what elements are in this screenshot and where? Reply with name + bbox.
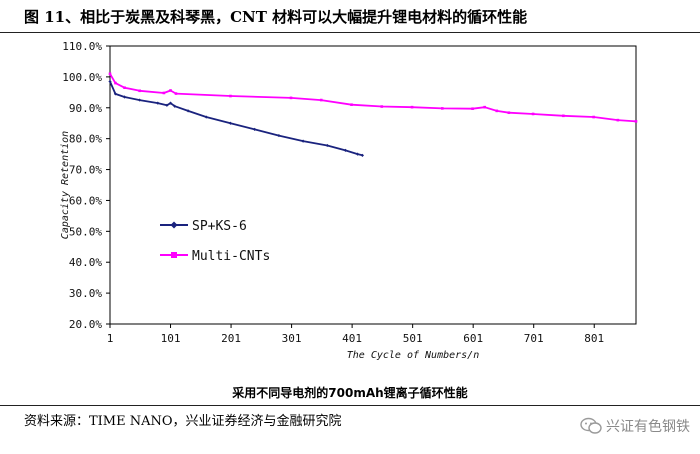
series-line-2 (109, 73, 637, 123)
series-point (592, 115, 595, 119)
capacity-retention-chart: 20.0% 30.0% 40.0% 50.0% 60.0% 70.0% 80.0% 90.0%… (60, 40, 638, 361)
series-point (229, 94, 232, 98)
series-point (616, 118, 620, 122)
y-tick-label: 30.0% (69, 287, 102, 300)
series-point (350, 103, 353, 106)
series-point (380, 105, 384, 108)
series-point (174, 92, 178, 95)
series-point (355, 152, 360, 156)
series-point (410, 105, 414, 109)
legend-label: Multi-CNTs (192, 249, 270, 264)
series-point (114, 81, 117, 85)
x-tick-label: 701 (524, 332, 544, 345)
x-tick-label: 601 (463, 332, 483, 345)
series-point (277, 133, 281, 138)
series-point (169, 89, 172, 92)
x-tick-label: 101 (161, 332, 181, 345)
series-point (138, 89, 141, 93)
y-tick-label: 80.0% (69, 133, 102, 146)
series-point (360, 153, 365, 157)
series-point (483, 105, 486, 109)
series-line-1 (109, 81, 363, 157)
y-tick-label: 110.0% (62, 40, 102, 53)
series-point (507, 111, 511, 115)
x-tick-label: 501 (403, 332, 423, 345)
y-axis-title: Capacity Retention (60, 131, 71, 239)
series-point (123, 86, 126, 89)
series-point (495, 109, 499, 113)
x-tick-label: 201 (221, 332, 241, 345)
series-point (113, 92, 118, 96)
x-tick-label: 801 (584, 332, 604, 345)
series-point (319, 98, 323, 102)
source-divider (0, 405, 700, 406)
source-note: 资料来源：TIME NANO，兴业证券经济与金融研究院 (24, 414, 342, 429)
x-axis-title: The Cycle of Numbers/n (347, 350, 479, 361)
series-point (343, 148, 348, 153)
series-point (253, 127, 257, 131)
y-tick-label: 100.0% (62, 71, 102, 84)
series-point (186, 109, 190, 113)
series-point (634, 120, 638, 123)
figure-title: 图 11、相比于炭黑及科琴黑，CNT 材料可以大幅提升锂电材料的循环性能 (24, 8, 528, 26)
series-point (301, 139, 305, 143)
watermark-text: 兴证有色钢铁 (606, 419, 690, 435)
y-tick-label: 50.0% (69, 225, 102, 238)
series-point (471, 107, 474, 111)
wechat-icon (580, 417, 602, 434)
series-point (204, 115, 208, 119)
series-point (108, 72, 112, 76)
chart-subtitle: 采用不同导电剂的700mAh锂离子循环性能 (232, 386, 468, 400)
y-tick-label: 40.0% (69, 256, 102, 269)
legend-label: SP+KS-6 (192, 219, 247, 234)
series-point (168, 101, 173, 105)
x-tick-label: 1 (107, 332, 114, 345)
series-point (228, 121, 233, 125)
series-point (173, 104, 177, 108)
series-point (562, 114, 565, 118)
series-point (156, 101, 160, 105)
watermark: 兴证有色钢铁 (580, 416, 690, 436)
series-point (108, 79, 112, 84)
series-point (162, 91, 166, 95)
y-tick-label: 90.0% (69, 102, 102, 115)
plot-frame (109, 45, 637, 325)
legend-marker (171, 252, 177, 258)
series-point (441, 107, 444, 110)
series-point (325, 143, 329, 148)
y-tick-label: 60.0% (69, 194, 102, 207)
series-point (122, 95, 127, 99)
x-tick-label: 401 (342, 332, 362, 345)
series-point (531, 112, 535, 116)
series-point (289, 96, 293, 100)
x-tick-label: 301 (282, 332, 302, 345)
title-divider (0, 32, 700, 33)
series-point (138, 98, 142, 102)
y-tick-label: 20.0% (69, 318, 102, 331)
legend-marker (170, 221, 178, 229)
series-point (165, 103, 169, 107)
y-tick-label: 70.0% (69, 164, 102, 177)
